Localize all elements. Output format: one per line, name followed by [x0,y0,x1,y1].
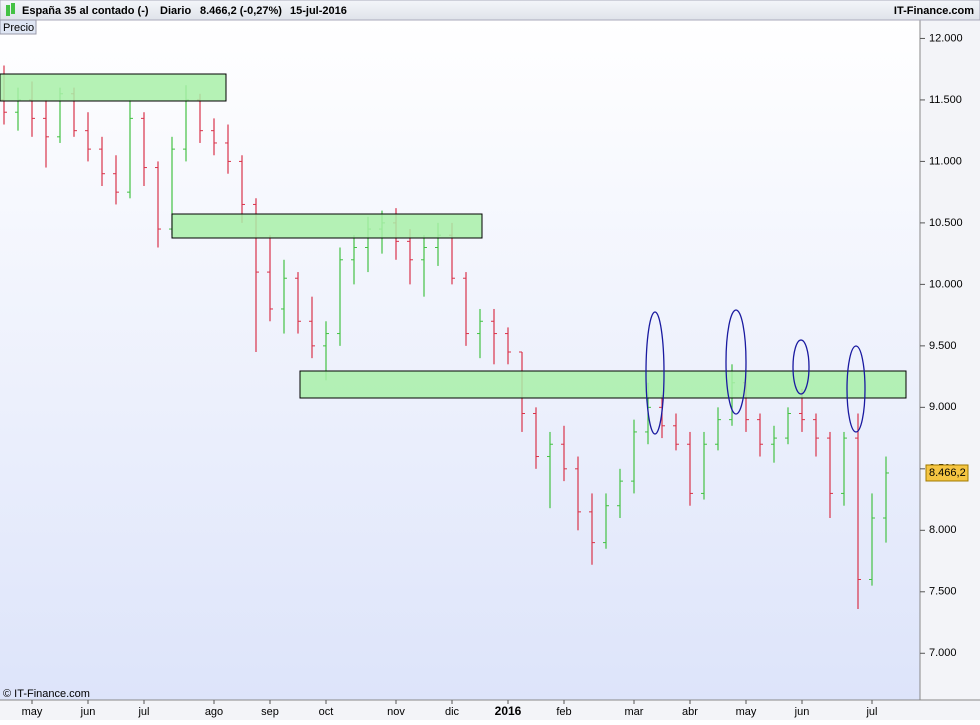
ellipse [792,339,810,395]
x-tick-label: abr [682,706,698,718]
y-tick-label: 8.000 [929,524,957,536]
header [0,0,980,21]
x-tick-label: nov [387,706,405,718]
x-tick-label: oct [319,706,334,718]
copyright: © IT-Finance.com [3,688,90,700]
icon [11,3,15,14]
ellipse [846,345,866,433]
x-tick-label: may [22,706,43,718]
last-price-box [925,464,969,482]
last-price-label: 8.466,2 [929,467,966,479]
zone [299,370,907,399]
ellipses [645,309,866,435]
y-tick-label: 11.500 [929,94,962,106]
x-tick-label: 2016 [495,704,522,718]
zones [0,73,907,399]
x-tick-label: mar [625,706,644,718]
y-axis-area [920,20,980,700]
last-quote: 8.466,2 (-0,27%) [200,5,282,17]
x-tick-label: dic [445,706,460,718]
x-axis-area [0,700,980,720]
title: España 35 al contado (-) [22,5,149,17]
x-tick-label: feb [556,706,571,718]
y-tick-label: 10.500 [929,217,963,229]
x-tick-label: may [736,706,757,718]
source: IT-Finance.com [894,5,974,17]
x-tick-label: ago [205,706,223,718]
zone [171,213,483,239]
ellipse [645,311,665,435]
y-tick-label: 9.000 [929,401,957,413]
x-tick-label: jun [80,706,96,718]
x-tick-label: jul [137,706,149,718]
pane-label-box [0,19,37,35]
date: 15-jul-2016 [290,5,347,17]
x-tick-label: jun [794,706,810,718]
icon [6,5,10,16]
y-tick-label: 7.500 [929,586,957,598]
x-tick-label: jul [865,706,877,718]
y-tick-label: 10.000 [929,278,963,290]
period: Diario [160,5,191,17]
y-tick-label: 12.000 [929,32,963,44]
y-tick-label: 9.500 [929,340,957,352]
y-tick-label: 7.000 [929,647,957,659]
plot-area [0,20,920,700]
pane-label: Precio [3,22,34,34]
x-tick-label: sep [261,706,279,718]
zone [0,73,227,102]
y-tick-label: 11.000 [929,155,962,167]
ellipse [725,309,747,415]
